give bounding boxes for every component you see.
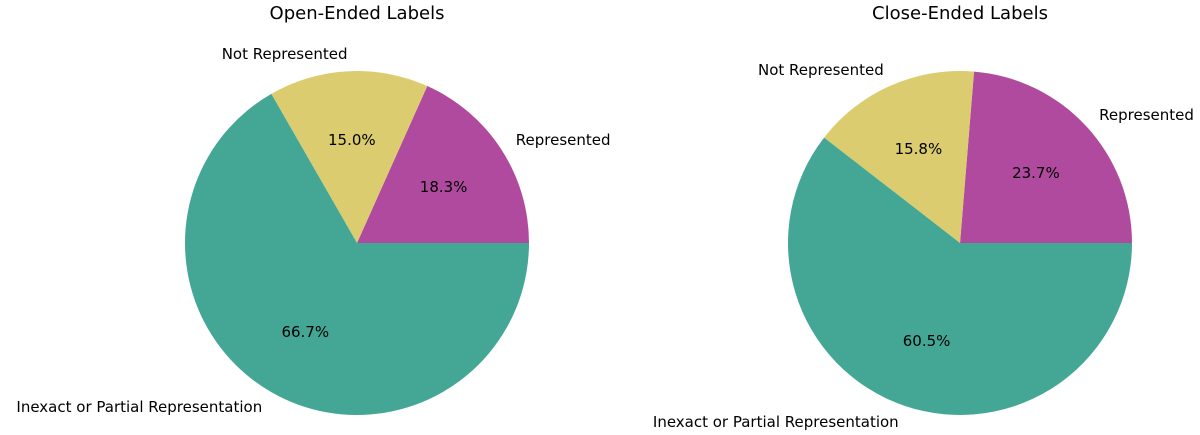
slice-label-not-represented: Not Represented bbox=[757, 60, 884, 79]
slice-pct-represented: 18.3% bbox=[419, 177, 468, 196]
slice-pct-not-represented: 15.8% bbox=[894, 139, 943, 158]
slice-label-represented: Represented bbox=[515, 131, 611, 150]
pie-slice-represented bbox=[960, 71, 1132, 243]
slice-label-not-represented: Not Represented bbox=[221, 45, 348, 64]
pie-slice-not-represented bbox=[824, 70, 975, 243]
pie-slice-represented bbox=[357, 86, 529, 244]
slice-label-inexact-or-partial: Inexact or Partial Representation bbox=[652, 412, 899, 431]
chart-title: Open-Ended Labels bbox=[269, 3, 445, 24]
slice-pct-inexact-or-partial: 60.5% bbox=[902, 331, 951, 350]
chart-title: Close-Ended Labels bbox=[872, 3, 1048, 24]
slice-label-inexact-or-partial: Inexact or Partial Representation bbox=[16, 397, 263, 416]
pie-slice-inexact-or-partial bbox=[184, 93, 529, 415]
pie-slice-not-represented bbox=[271, 70, 428, 243]
pie-slice-inexact-or-partial bbox=[787, 137, 1132, 415]
slice-pct-not-represented: 15.0% bbox=[327, 130, 376, 149]
slice-pct-inexact-or-partial: 66.7% bbox=[281, 323, 330, 342]
slice-label-represented: Represented bbox=[1099, 105, 1194, 124]
slice-pct-represented: 23.7% bbox=[1012, 164, 1060, 183]
